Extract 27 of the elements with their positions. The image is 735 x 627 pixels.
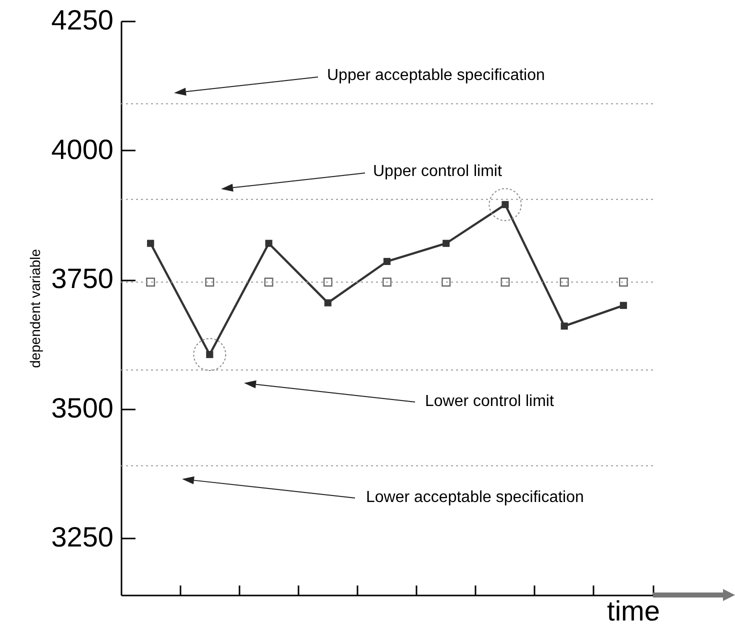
ref-line-label: Lower control limit: [425, 393, 554, 410]
point: [620, 302, 627, 309]
point: [264, 278, 274, 287]
y-tick-label: 4250: [51, 4, 114, 36]
y-tick-label: 3250: [51, 522, 114, 553]
point: [147, 240, 154, 247]
y-tick-label: 4000: [51, 134, 114, 165]
point: [618, 278, 628, 287]
point: [500, 278, 510, 287]
point: [323, 278, 332, 287]
point: [560, 322, 568, 330]
y-tick-label: 3500: [51, 392, 114, 424]
point: [442, 240, 450, 247]
ref-line-label: Lower acceptable specification: [366, 489, 584, 506]
x-axis-title: time: [607, 596, 660, 626]
point: [442, 278, 451, 287]
point: [205, 278, 214, 287]
point: [265, 240, 272, 247]
ref-line-label: Upper acceptable specification: [327, 67, 545, 84]
point: [382, 278, 392, 287]
point: [383, 258, 391, 265]
y-axis-title: dependent variable: [27, 248, 44, 368]
point: [560, 278, 569, 287]
ref-line-label: Upper control limit: [373, 163, 502, 180]
point: [324, 299, 332, 306]
y-tick-label: 3750: [51, 263, 114, 294]
point: [146, 278, 156, 287]
